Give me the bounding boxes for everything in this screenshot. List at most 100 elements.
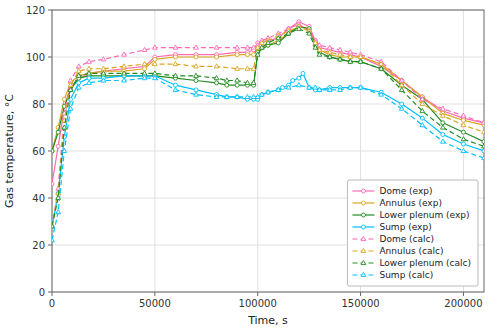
point-marker xyxy=(399,78,404,82)
point-marker xyxy=(173,87,178,91)
point-marker xyxy=(87,59,92,63)
point-marker xyxy=(225,94,230,98)
point-marker xyxy=(142,61,147,65)
tick-mark xyxy=(154,292,155,296)
point-marker xyxy=(52,149,54,153)
legend-label: Lower plenum (calc) xyxy=(379,258,471,268)
point-marker xyxy=(379,67,383,71)
tick-mark xyxy=(48,292,52,293)
legend-item: Lower plenum (exp) xyxy=(352,210,469,220)
point-marker xyxy=(76,69,81,73)
point-marker xyxy=(348,60,352,64)
point-marker xyxy=(338,47,343,51)
point-marker xyxy=(348,50,353,54)
y-axis-label: Gas temperature, °C xyxy=(3,94,16,208)
tick-mark xyxy=(48,10,52,11)
point-marker xyxy=(482,121,484,125)
point-marker xyxy=(194,45,199,49)
point-marker xyxy=(313,40,318,44)
point-marker xyxy=(215,81,219,85)
tick-label: 80 xyxy=(32,99,45,110)
plot-frame xyxy=(52,10,484,292)
tick-label: 0 xyxy=(39,287,45,298)
point-marker xyxy=(122,52,127,56)
point-marker xyxy=(52,224,54,228)
point-marker xyxy=(307,85,312,89)
point-marker xyxy=(286,31,291,35)
point-marker xyxy=(142,76,147,80)
legend-marker xyxy=(361,272,366,276)
point-marker xyxy=(245,66,250,70)
point-marker xyxy=(461,113,466,117)
point-marker xyxy=(225,83,229,87)
point-marker xyxy=(379,66,384,70)
legend-marker xyxy=(361,213,365,217)
series-line xyxy=(52,24,484,226)
point-marker xyxy=(235,94,240,98)
point-marker xyxy=(235,78,240,82)
point-marker xyxy=(52,224,54,228)
point-marker xyxy=(276,88,280,92)
series xyxy=(52,24,484,228)
point-marker xyxy=(441,125,446,129)
grid-line xyxy=(52,151,484,152)
point-marker xyxy=(348,54,353,58)
point-marker xyxy=(461,130,465,134)
point-marker xyxy=(358,54,363,58)
chart: 050000100000150000200000020406080100120T… xyxy=(0,0,500,332)
point-marker xyxy=(482,120,484,124)
tick-label: 60 xyxy=(32,146,45,157)
tick-label: 120 xyxy=(26,5,45,16)
legend-label: Sump (calc) xyxy=(379,270,433,280)
point-marker xyxy=(245,80,250,84)
point-marker xyxy=(251,80,256,84)
tick-mark xyxy=(48,104,52,105)
point-marker xyxy=(87,66,92,70)
point-marker xyxy=(173,61,178,65)
legend: Dome (exp) Annulus (exp) Lower plenum (exp… xyxy=(347,180,478,286)
legend-item: Dome (exp) xyxy=(352,186,432,196)
tick-mark xyxy=(48,151,52,152)
point-marker xyxy=(87,71,91,75)
point-marker xyxy=(441,139,446,143)
point-marker xyxy=(122,71,127,75)
legend-item: Sump (exp) xyxy=(352,222,431,232)
point-marker xyxy=(313,85,318,89)
tick-mark xyxy=(48,198,52,199)
series xyxy=(52,24,484,153)
point-marker xyxy=(194,92,199,96)
point-marker xyxy=(482,130,484,134)
tick-label: 100 xyxy=(26,52,45,63)
legend-marker xyxy=(361,260,366,264)
series xyxy=(52,20,484,186)
point-marker xyxy=(52,224,54,228)
point-marker xyxy=(399,106,404,110)
point-marker xyxy=(194,73,199,77)
legend-item: Annulus (calc) xyxy=(352,246,443,256)
point-marker xyxy=(420,116,424,120)
point-marker xyxy=(87,80,92,84)
point-marker xyxy=(338,57,343,61)
point-marker xyxy=(173,45,178,49)
point-marker xyxy=(420,123,425,127)
point-marker xyxy=(153,61,158,65)
tick-label: 200000 xyxy=(444,298,482,309)
point-marker xyxy=(62,148,67,152)
point-marker xyxy=(194,79,198,83)
legend-item: Dome (calc) xyxy=(352,234,434,244)
legend-item: Annulus (exp) xyxy=(352,198,441,208)
point-marker xyxy=(194,55,198,59)
point-marker xyxy=(260,93,264,97)
legend-item: Sump (calc) xyxy=(352,270,433,280)
point-marker xyxy=(76,85,81,89)
point-marker xyxy=(215,55,219,59)
point-marker xyxy=(297,83,302,87)
point-marker xyxy=(76,64,81,68)
legend-marker xyxy=(361,225,365,229)
tick-label: 20 xyxy=(32,240,45,251)
point-marker xyxy=(327,54,332,58)
tick-mark xyxy=(257,292,258,296)
tick-mark xyxy=(52,292,53,296)
tick-label: 100000 xyxy=(239,298,277,309)
point-marker xyxy=(259,40,264,44)
